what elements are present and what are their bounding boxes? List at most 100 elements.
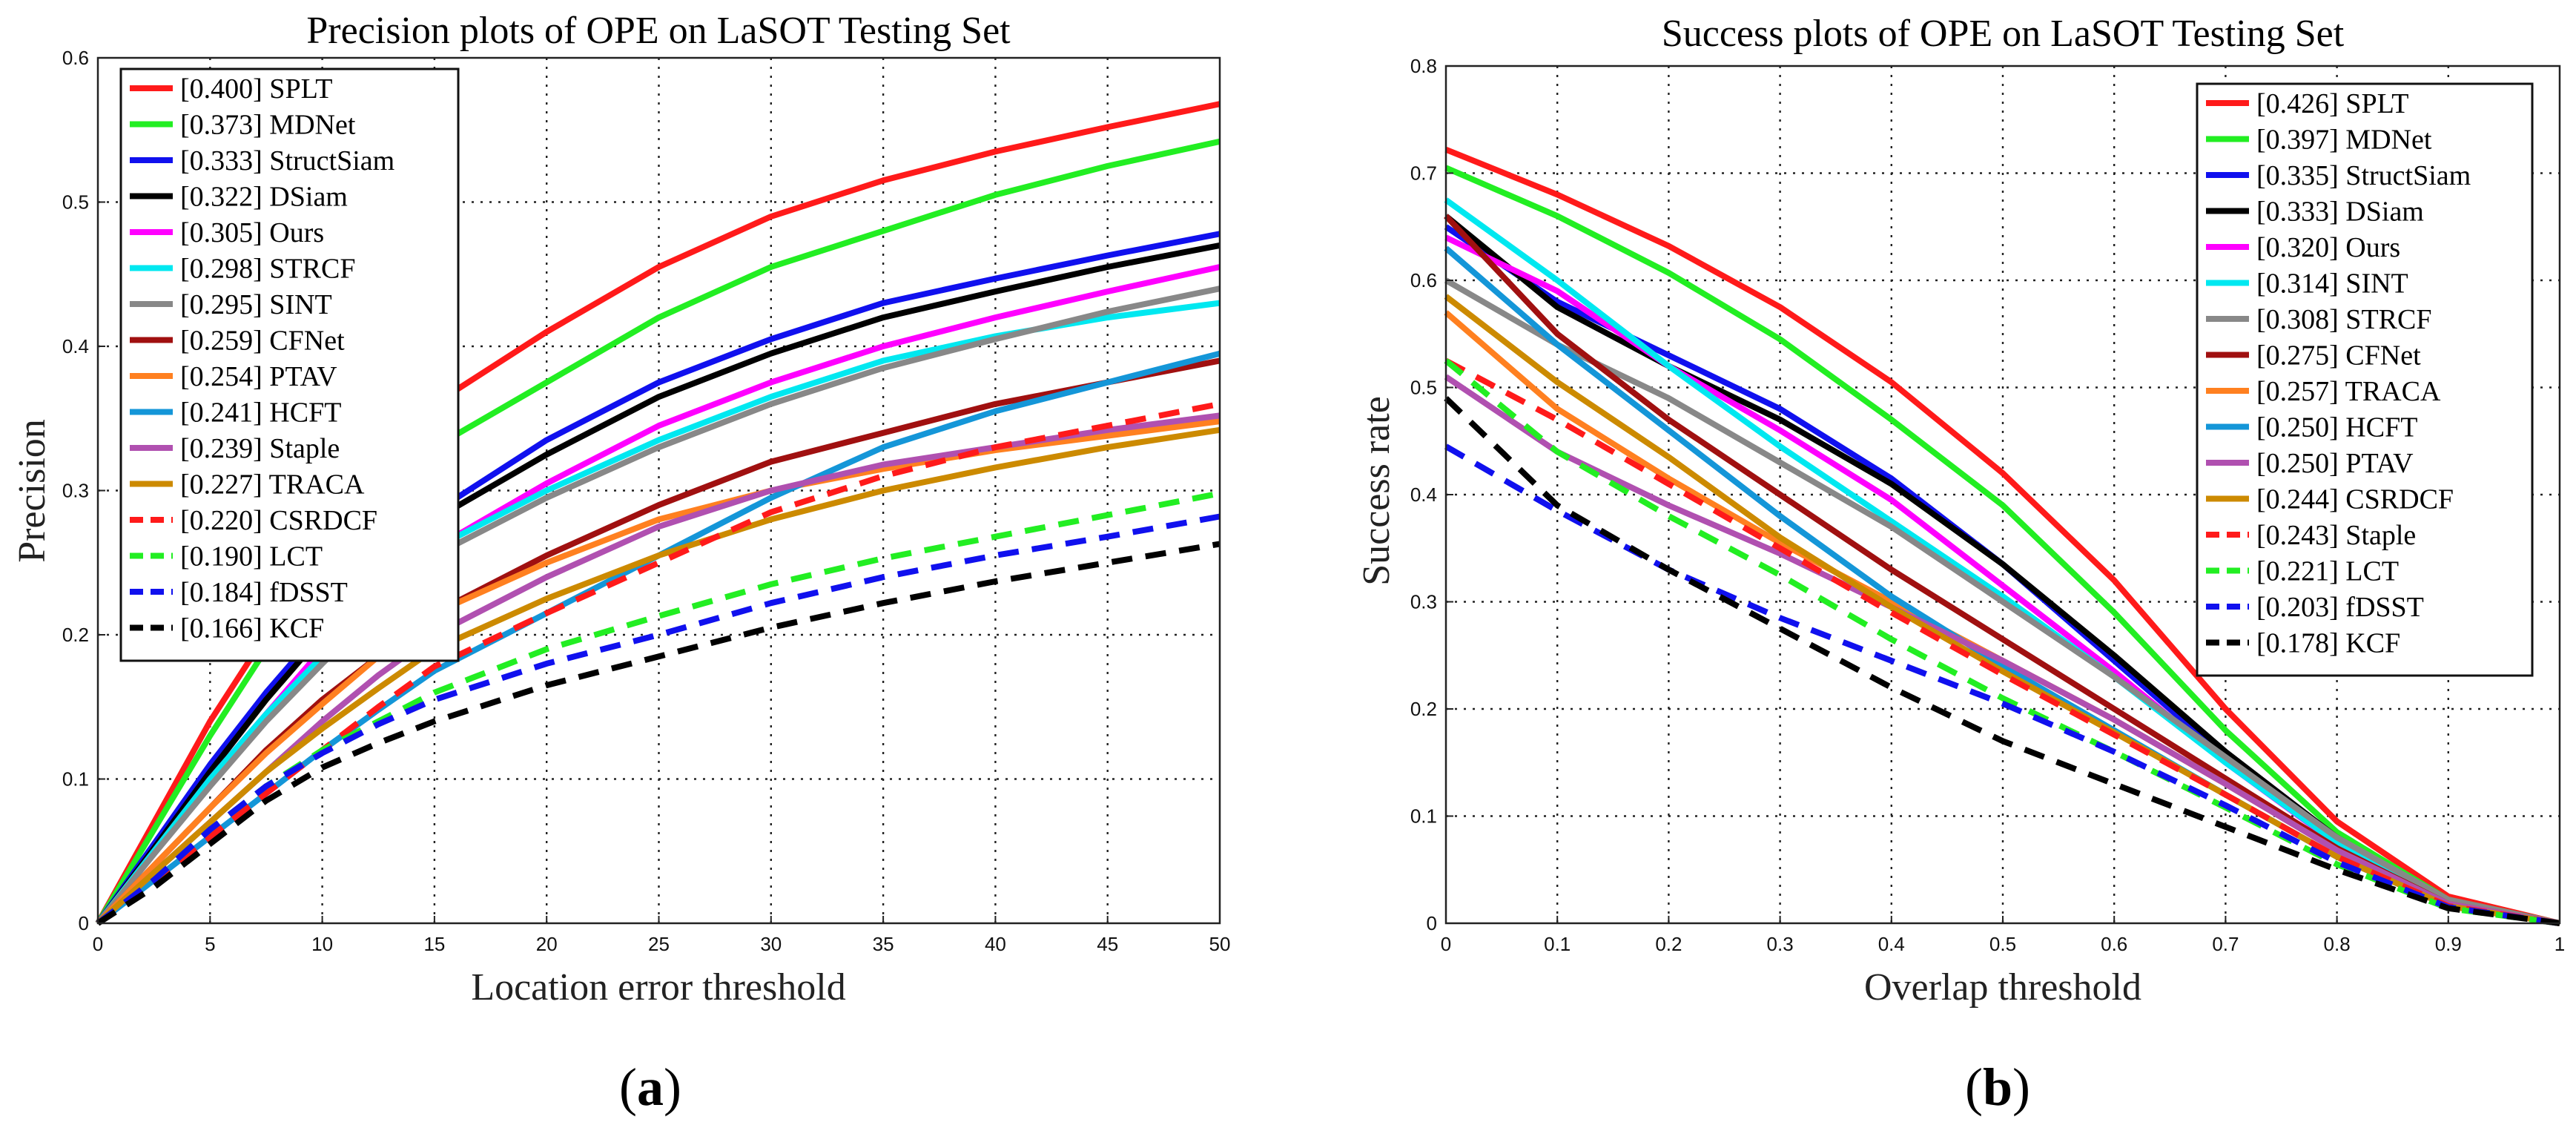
series-line-12 [96,400,1221,926]
legend-label-10: [0.239] Staple [180,433,340,464]
panel-label-open: ( [619,1057,637,1117]
legend-label-11: [0.244] CSRDCF [2256,484,2454,515]
legend-label-15: [0.178] KCF [2256,628,2400,659]
series-line-5 [1444,197,2560,926]
x-tick-label: 45 [1097,933,1118,955]
series-line-0 [1444,146,2560,926]
series-line-0 [95,101,1221,925]
legend-label-5: [0.298] STRCF [180,254,355,285]
legend-label-0: [0.426] SPLT [2256,88,2409,119]
legend-label-11: [0.227] TRACA [180,469,365,501]
x-tick-label: 0.3 [1767,933,1794,955]
x-tick-label: 35 [873,933,894,955]
panel-label-close: ) [664,1057,681,1117]
legend: [0.426] SPLT [0.397] MDNet [0.335] StructS… [2196,82,2534,677]
legend-label-8: [0.257] TRACA [2256,376,2441,407]
panel-label: (b) [1965,1057,2030,1117]
x-tick-label: 0.1 [1544,933,1571,955]
series-line-12 [1444,357,2560,926]
y-tick-label: 0.4 [62,335,89,357]
panel-label-close: ) [2012,1057,2030,1117]
y-tick-label: 0.1 [1410,805,1437,828]
series-line-10 [1444,374,2560,926]
x-tick-label: 0 [1441,933,1451,955]
legend-label-4: [0.320] Ours [2256,232,2400,263]
panel-label-open: ( [1965,1057,1983,1117]
series-line-15 [96,541,1221,926]
y-axis-label: Success rate [1355,396,1398,586]
series-line-13 [96,490,1221,926]
legend-label-13: [0.190] LCT [180,541,323,572]
x-tick-label: 15 [423,933,445,955]
y-tick-label: 0.3 [62,480,89,502]
series-line-3 [95,242,1221,925]
y-tick-label: 0.6 [62,47,89,69]
panel-label: (a) [619,1057,681,1117]
legend-label-5: [0.314] SINT [2256,268,2408,300]
chart-title: Precision plots of OPE on LaSOT Testing … [306,10,1011,52]
legend-label-12: [0.220] CSRDCF [180,505,377,536]
y-axis-label: Precision [11,419,53,563]
series-line-11 [96,426,1221,925]
x-tick-label: 5 [205,933,215,955]
legend-label-3: [0.322] DSiam [180,182,348,213]
legend-label-7: [0.275] CFNet [2256,340,2421,372]
legend-box [119,67,460,662]
chart-panel-0: 0 5 10 15 20 25 30 35 40 45 50 0 0.1 0.2 0.3 0.4 0.5 0.6 P… [11,10,1230,1117]
legend-label-1: [0.397] MDNet [2256,125,2432,156]
series-group [1444,146,2560,926]
legend-label-0: [0.400] SPLT [180,73,333,105]
series-line-14 [96,513,1221,926]
x-axis-label: Overlap threshold [1864,966,2141,1009]
x-tick-label: 25 [648,933,670,955]
y-tick-label: 0.5 [1410,377,1437,399]
series-line-1 [1444,165,2560,926]
x-axis-label: Location error threshold [471,966,845,1009]
x-tick-label: 0.2 [1655,933,1682,955]
legend-label-1: [0.373] MDNet [180,110,356,141]
legend-label-15: [0.166] KCF [180,613,324,644]
panel-label-letter: b [1983,1057,2012,1117]
legend-label-2: [0.333] StructSiam [180,145,394,176]
legend-label-9: [0.241] HCFT [180,397,341,429]
series-group [95,101,1221,926]
x-tick-label: 0.9 [2435,933,2462,955]
legend-label-12: [0.243] Staple [2256,520,2416,551]
y-tick-label: 0 [1427,912,1437,934]
legend-label-6: [0.295] SINT [180,289,332,320]
x-tick-label: 1 [2554,933,2565,955]
legend-box [2196,82,2534,677]
legend-label-7: [0.259] CFNet [180,326,345,357]
legend-label-2: [0.335] StructSiam [2256,160,2471,191]
legend-label-9: [0.250] HCFT [2256,412,2417,443]
legend-label-6: [0.308] STRCF [2256,304,2431,335]
x-tick-label: 50 [1209,933,1231,955]
legend-label-8: [0.254] PTAV [180,361,337,392]
legend-label-14: [0.203] fDSST [2256,592,2424,623]
x-tick-label: 0.7 [2212,933,2239,955]
legend-label-14: [0.184] fDSST [180,577,348,608]
x-tick-label: 0 [93,933,103,955]
series-line-5 [95,300,1221,925]
y-tick-label: 0.6 [1410,269,1437,291]
series-line-2 [95,231,1221,925]
x-tick-label: 30 [760,933,782,955]
x-tick-label: 0.8 [2324,933,2351,955]
series-line-1 [95,138,1221,925]
legend-label-10: [0.250] PTAV [2256,448,2414,479]
x-tick-label: 10 [311,933,333,955]
x-tick-label: 0.6 [2101,933,2127,955]
legend-label-3: [0.333] DSiam [2256,197,2424,228]
x-tick-label: 0.4 [1878,933,1905,955]
legend-label-4: [0.305] Ours [180,217,324,248]
series-line-6 [95,286,1221,925]
y-tick-label: 0.3 [1410,591,1437,613]
chart-panel-1: 0 0.1 0.2 0.3 0.4 0.5 0.6 0.7 0.8 0.9 1 0 0.1 0.2 0.3 0… [1355,13,2565,1117]
x-tick-label: 20 [536,933,558,955]
y-tick-label: 0.5 [62,191,89,214]
x-tick-label: 0.5 [1989,933,2016,955]
y-tick-label: 0.2 [62,624,89,646]
y-tick-label: 0.7 [1410,162,1437,185]
y-tick-label: 0.8 [1410,55,1437,77]
